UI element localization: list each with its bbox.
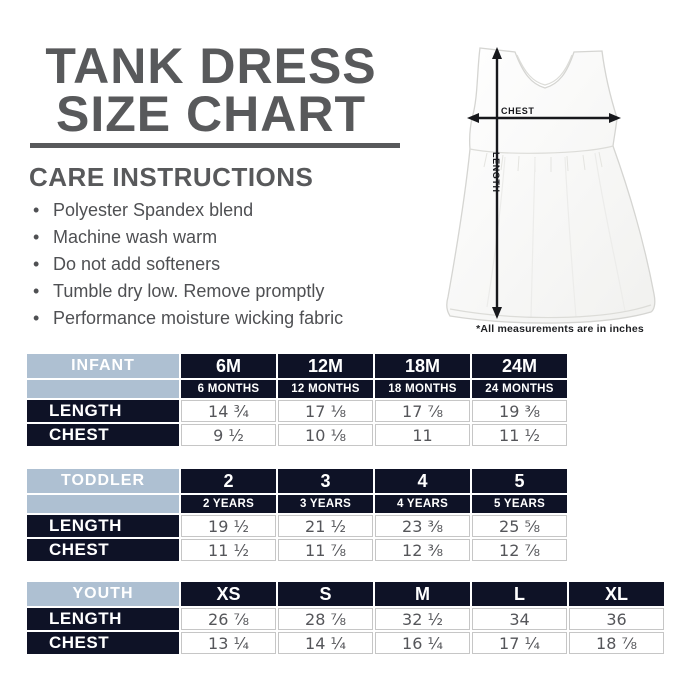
chest-label: CHEST bbox=[501, 106, 535, 116]
value-cell: 9 ½ bbox=[181, 424, 276, 446]
care-item: Machine wash warm bbox=[33, 224, 433, 251]
care-instructions-heading: CARE INSTRUCTIONS bbox=[29, 162, 314, 192]
size-subheader-cell: 5 YEARS bbox=[472, 495, 567, 513]
value-cell: 16 ¼ bbox=[375, 632, 470, 654]
metric-label-cell: CHEST bbox=[27, 632, 179, 654]
group-header-infant: INFANT bbox=[27, 354, 179, 378]
metric-label-cell: LENGTH bbox=[27, 515, 179, 537]
page-title-line2: SIZE CHART bbox=[56, 86, 366, 142]
value-cell: 17 ¼ bbox=[472, 632, 567, 654]
size-header-cell: 3 bbox=[278, 469, 373, 493]
size-subheader-cell: 2 YEARS bbox=[181, 495, 276, 513]
metric-label-cell: LENGTH bbox=[27, 400, 179, 422]
size-header-cell: M bbox=[375, 582, 470, 606]
size-table-toddler: TODDLER 2 3 4 5 2 YEARS 3 YEARS 4 YEARS 5 YEARS L… bbox=[25, 467, 569, 563]
size-table-infant: INFANT 6M 12M 18M 24M 6 MONTHS 12 MONTHS 18 MON… bbox=[25, 352, 569, 448]
size-header-cell: 4 bbox=[375, 469, 470, 493]
table-row-chest: CHEST 9 ½ 10 ⅛ 11 11 ½ bbox=[27, 424, 567, 446]
page-title-line1: TANK DRESS bbox=[45, 38, 377, 94]
length-arrow-icon bbox=[492, 47, 502, 319]
group-spacer-cell bbox=[27, 495, 179, 513]
size-subheader-cell: 18 MONTHS bbox=[375, 380, 470, 398]
value-cell: 10 ⅛ bbox=[278, 424, 373, 446]
size-header-cell: L bbox=[472, 582, 567, 606]
size-subheader-cell: 3 YEARS bbox=[278, 495, 373, 513]
value-cell: 11 ½ bbox=[472, 424, 567, 446]
table-row-chest: CHEST 11 ½ 11 ⅞ 12 ⅜ 12 ⅞ bbox=[27, 539, 567, 561]
value-cell: 12 ⅞ bbox=[472, 539, 567, 561]
group-spacer-cell bbox=[27, 380, 179, 398]
table-subheader-row: 2 YEARS 3 YEARS 4 YEARS 5 YEARS bbox=[27, 495, 567, 513]
value-cell: 11 bbox=[375, 424, 470, 446]
value-cell: 19 ½ bbox=[181, 515, 276, 537]
value-cell: 32 ½ bbox=[375, 608, 470, 630]
length-label: LENGTH bbox=[491, 152, 501, 193]
size-subheader-cell: 4 YEARS bbox=[375, 495, 470, 513]
size-header-cell: 24M bbox=[472, 354, 567, 378]
size-header-cell: XL bbox=[569, 582, 664, 606]
chest-arrow-icon bbox=[467, 113, 621, 123]
table-row-length: LENGTH 19 ½ 21 ½ 23 ⅜ 25 ⅝ bbox=[27, 515, 567, 537]
size-table-youth: YOUTH XS S M L XL LENGTH 26 ⅞ 28 ⅞ 32 ½ 34 36 CHEST 1… bbox=[25, 580, 666, 656]
size-subheader-cell: 24 MONTHS bbox=[472, 380, 567, 398]
size-header-cell: 12M bbox=[278, 354, 373, 378]
table-row-length: LENGTH 14 ¾ 17 ⅛ 17 ⅞ 19 ⅜ bbox=[27, 400, 567, 422]
group-header-toddler: TODDLER bbox=[27, 469, 179, 493]
title-divider bbox=[30, 143, 400, 148]
size-header-cell: S bbox=[278, 582, 373, 606]
value-cell: 34 bbox=[472, 608, 567, 630]
care-item: Performance moisture wicking fabric bbox=[33, 305, 433, 332]
value-cell: 36 bbox=[569, 608, 664, 630]
table-header-row: YOUTH XS S M L XL bbox=[27, 582, 664, 606]
care-instructions-list: Polyester Spandex blend Machine wash war… bbox=[33, 197, 433, 332]
metric-label-cell: LENGTH bbox=[27, 608, 179, 630]
value-cell: 13 ¼ bbox=[181, 632, 276, 654]
table-row-chest: CHEST 13 ¼ 14 ¼ 16 ¼ 17 ¼ 18 ⅞ bbox=[27, 632, 664, 654]
size-header-cell: 5 bbox=[472, 469, 567, 493]
value-cell: 23 ⅜ bbox=[375, 515, 470, 537]
dress-illustration: CHEST LENGTH bbox=[446, 47, 656, 324]
value-cell: 17 ⅞ bbox=[375, 400, 470, 422]
care-item: Tumble dry low. Remove promptly bbox=[33, 278, 433, 305]
size-subheader-cell: 6 MONTHS bbox=[181, 380, 276, 398]
care-item: Do not add softeners bbox=[33, 251, 433, 278]
metric-label-cell: CHEST bbox=[27, 424, 179, 446]
size-subheader-cell: 12 MONTHS bbox=[278, 380, 373, 398]
table-header-row: TODDLER 2 3 4 5 bbox=[27, 469, 567, 493]
dress-shape bbox=[446, 47, 656, 324]
metric-label-cell: CHEST bbox=[27, 539, 179, 561]
value-cell: 21 ½ bbox=[278, 515, 373, 537]
value-cell: 19 ⅜ bbox=[472, 400, 567, 422]
value-cell: 26 ⅞ bbox=[181, 608, 276, 630]
table-row-length: LENGTH 26 ⅞ 28 ⅞ 32 ½ 34 36 bbox=[27, 608, 664, 630]
value-cell: 18 ⅞ bbox=[569, 632, 664, 654]
size-header-cell: 2 bbox=[181, 469, 276, 493]
size-header-cell: 6M bbox=[181, 354, 276, 378]
value-cell: 25 ⅝ bbox=[472, 515, 567, 537]
size-header-cell: 18M bbox=[375, 354, 470, 378]
value-cell: 17 ⅛ bbox=[278, 400, 373, 422]
size-header-cell: XS bbox=[181, 582, 276, 606]
value-cell: 11 ⅞ bbox=[278, 539, 373, 561]
care-item: Polyester Spandex blend bbox=[33, 197, 433, 224]
value-cell: 28 ⅞ bbox=[278, 608, 373, 630]
page-title: TANK DRESS SIZE CHART bbox=[20, 38, 402, 142]
dress-figure: CHEST LENGTH bbox=[435, 15, 685, 330]
value-cell: 14 ¼ bbox=[278, 632, 373, 654]
value-cell: 14 ¾ bbox=[181, 400, 276, 422]
group-header-youth: YOUTH bbox=[27, 582, 179, 606]
value-cell: 12 ⅜ bbox=[375, 539, 470, 561]
table-header-row: INFANT 6M 12M 18M 24M bbox=[27, 354, 567, 378]
table-subheader-row: 6 MONTHS 12 MONTHS 18 MONTHS 24 MONTHS bbox=[27, 380, 567, 398]
value-cell: 11 ½ bbox=[181, 539, 276, 561]
measurement-note: *All measurements are in inches bbox=[476, 323, 644, 335]
